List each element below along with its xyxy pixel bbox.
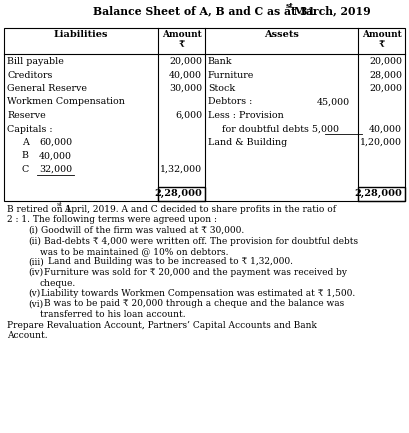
Text: March, 2019: March, 2019: [290, 5, 371, 16]
Text: (vi): (vi): [28, 300, 43, 308]
Text: Bank: Bank: [208, 57, 232, 66]
Text: Assets: Assets: [264, 30, 299, 39]
Text: A: A: [22, 138, 29, 147]
Text: (ii): (ii): [28, 236, 41, 246]
Text: 32,000: 32,000: [39, 165, 72, 174]
Text: Amount
₹: Amount ₹: [162, 30, 201, 49]
Text: B: B: [22, 152, 29, 161]
Text: Debtors :: Debtors :: [208, 97, 252, 107]
Text: 30,000: 30,000: [169, 84, 202, 93]
Text: Bill payable: Bill payable: [7, 57, 64, 66]
Text: B retired on 1: B retired on 1: [7, 205, 71, 214]
Text: cheque.: cheque.: [40, 278, 76, 288]
Text: Stock: Stock: [208, 84, 235, 93]
Text: Liability towards Workmen Compensation was estimated at ₹ 1,500.: Liability towards Workmen Compensation w…: [41, 289, 355, 298]
Text: Bad-debts ₹ 4,000 were written off. The provision for doubtful debts: Bad-debts ₹ 4,000 were written off. The …: [45, 236, 359, 246]
Text: 40,000: 40,000: [169, 71, 202, 80]
Text: (i): (i): [28, 226, 38, 235]
Bar: [4, 28, 405, 201]
Text: was to be maintained @ 10% on debtors.: was to be maintained @ 10% on debtors.: [40, 247, 229, 256]
Text: Balance Sheet of A, B and C as at 31: Balance Sheet of A, B and C as at 31: [93, 5, 315, 16]
Text: Reserve: Reserve: [7, 111, 46, 120]
Text: (iii): (iii): [28, 258, 44, 266]
Text: 1,20,000: 1,20,000: [360, 138, 402, 147]
Text: for doubtful debts 5,000: for doubtful debts 5,000: [222, 125, 339, 133]
Text: Creditors: Creditors: [7, 71, 52, 80]
Text: Capitals :: Capitals :: [7, 125, 53, 133]
Text: General Reserve: General Reserve: [7, 84, 87, 93]
Text: 2,28,000: 2,28,000: [154, 189, 202, 198]
Text: (iv): (iv): [28, 268, 43, 277]
Text: 2,28,000: 2,28,000: [354, 189, 402, 198]
Text: 6,000: 6,000: [175, 111, 202, 120]
Text: Workmen Compensation: Workmen Compensation: [7, 97, 125, 107]
Text: 40,000: 40,000: [39, 152, 72, 161]
Text: B was to be paid ₹ 20,000 through a cheque and the balance was: B was to be paid ₹ 20,000 through a cheq…: [45, 300, 345, 308]
Text: Furniture: Furniture: [208, 71, 254, 80]
Text: Amount
₹: Amount ₹: [362, 30, 401, 49]
Text: st: st: [57, 203, 63, 207]
Text: 20,000: 20,000: [369, 84, 402, 93]
Text: 20,000: 20,000: [169, 57, 202, 66]
Text: 28,000: 28,000: [369, 71, 402, 80]
Text: Land & Building: Land & Building: [208, 138, 287, 147]
Text: Furniture was sold for ₹ 20,000 and the payment was received by: Furniture was sold for ₹ 20,000 and the …: [45, 268, 347, 277]
Text: C: C: [22, 165, 29, 174]
Text: Less : Provision: Less : Provision: [208, 111, 284, 120]
Bar: [158, 187, 205, 201]
Text: transferred to his loan account.: transferred to his loan account.: [40, 310, 186, 319]
Text: Liabilities: Liabilities: [54, 30, 108, 39]
Text: Land and Building was to be increased to ₹ 1,32,000.: Land and Building was to be increased to…: [48, 258, 293, 266]
Text: Goodwill of the firm was valued at ₹ 30,000.: Goodwill of the firm was valued at ₹ 30,…: [41, 226, 244, 235]
Text: 20,000: 20,000: [369, 57, 402, 66]
Bar: [358, 187, 405, 201]
Text: st: st: [286, 2, 294, 10]
Text: Prepare Revaluation Account, Partners’ Capital Accounts and Bank: Prepare Revaluation Account, Partners’ C…: [7, 320, 317, 330]
Text: 1,32,000: 1,32,000: [160, 165, 202, 174]
Text: (v): (v): [28, 289, 40, 298]
Text: 60,000: 60,000: [39, 138, 72, 147]
Text: 2 : 1. The following terms were agreed upon :: 2 : 1. The following terms were agreed u…: [7, 216, 217, 224]
Text: 45,000: 45,000: [317, 97, 350, 107]
Text: Account.: Account.: [7, 331, 47, 340]
Text: April, 2019. A and C decided to share profits in the ratio of: April, 2019. A and C decided to share pr…: [62, 205, 336, 214]
Text: 40,000: 40,000: [369, 125, 402, 133]
